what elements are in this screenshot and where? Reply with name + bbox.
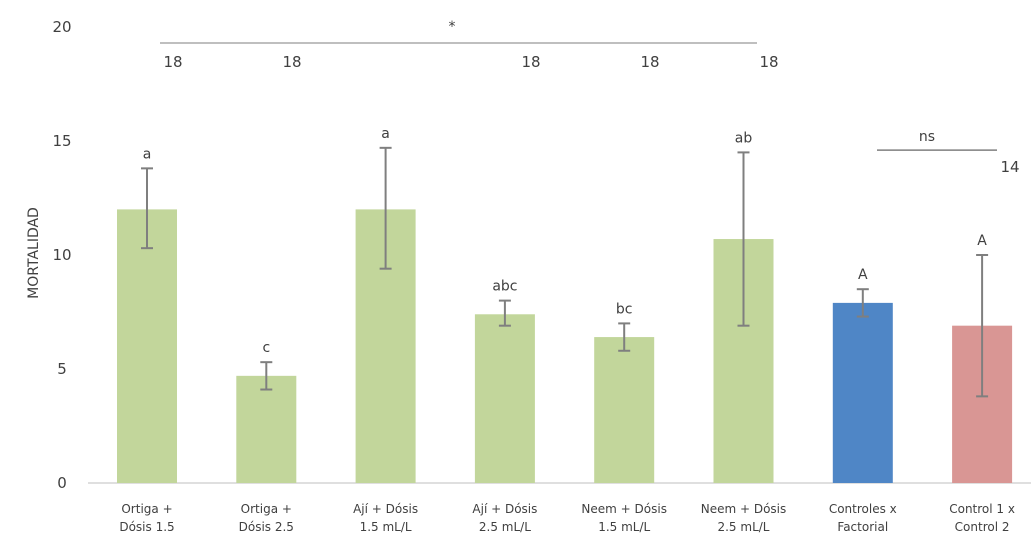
significance-letter: a (381, 126, 390, 142)
significance-letter: abc (492, 279, 517, 295)
error-bar-layer (141, 146, 989, 398)
sample-size-label: 18 (759, 53, 778, 71)
x-tick-label: Ají + Dósis (472, 502, 537, 516)
significance-bracket-label: ns (919, 129, 935, 145)
x-tick-label: 2.5 mL/L (717, 520, 769, 534)
x-tick-label: Ají + Dósis (353, 502, 418, 516)
sample-size-label: 18 (282, 53, 301, 71)
bracket-layer: * 18 18 18 18 18 ns 14 (160, 19, 1020, 176)
sample-size-label: 18 (521, 53, 540, 71)
x-tick-label: Dósis 1.5 (119, 520, 174, 534)
x-tick-label: Factorial (837, 520, 888, 534)
bar (236, 375, 297, 483)
significance-letter: c (262, 340, 270, 356)
sample-size-label: 18 (640, 53, 659, 71)
bar (594, 337, 655, 483)
significance-letter: A (977, 233, 987, 249)
x-tick-label: Ortiga + (121, 502, 172, 516)
significance-bracket-label: * (449, 19, 456, 35)
sample-size-label: 18 (163, 53, 182, 71)
x-tick-label: Ortiga + (241, 502, 292, 516)
sample-size-label: 14 (1000, 158, 1019, 176)
x-tick-label: 1.5 mL/L (360, 520, 412, 534)
x-tick-label: Controles x (829, 502, 897, 516)
significance-letter: A (858, 267, 868, 283)
x-tick-label: Neem + Dósis (701, 502, 787, 516)
bar (117, 209, 177, 483)
y-tick-label: 0 (57, 474, 67, 492)
y-tick-label: 10 (52, 246, 71, 264)
significance-letter: a (143, 146, 152, 162)
bar (474, 314, 535, 483)
x-tick-label: 2.5 mL/L (479, 520, 531, 534)
significance-letter: bc (616, 301, 633, 317)
y-tick-label: 15 (52, 132, 71, 150)
bar-layer (117, 209, 1013, 483)
x-tick-label: 1.5 mL/L (598, 520, 650, 534)
x-tick-label: Control 2 (955, 520, 1010, 534)
label-layer: a Ortiga + Dósis 1.5 c Ortiga + Dósis 2.5 a Ají… (119, 126, 1015, 534)
bar (832, 302, 893, 483)
y-tick-label: 5 (57, 360, 67, 378)
x-tick-label: Dósis 2.5 (239, 520, 294, 534)
significance-letter: ab (735, 130, 753, 146)
y-tick-label: 20 (52, 18, 71, 36)
y-axis-label: MORTALIDAD (26, 207, 42, 299)
x-tick-label: Control 1 x (949, 502, 1015, 516)
x-tick-label: Neem + Dósis (581, 502, 667, 516)
